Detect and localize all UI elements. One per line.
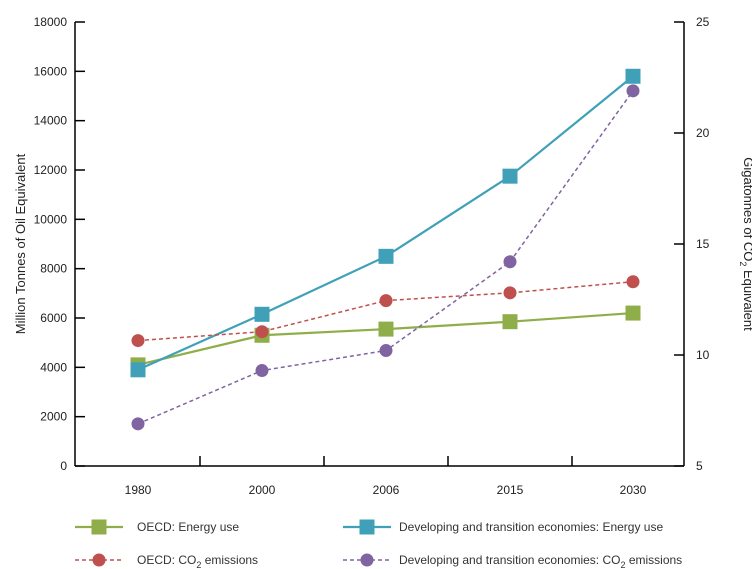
- right-tick-label: 25: [696, 15, 710, 29]
- series-dev_co2: [131, 84, 640, 431]
- left-tick-label: 10000: [34, 212, 68, 226]
- legend: OECD: Energy use OECD: CO2 emissions Devel…: [75, 519, 682, 569]
- data-point-oecd_co2: [131, 334, 145, 348]
- x-tick-label: 1980: [125, 483, 152, 497]
- left-axis-title: Million Tonnes of Oil Equivalent: [13, 153, 28, 334]
- right-axis-title-end: Equivalent: [741, 266, 752, 331]
- data-point-oecd_co2: [255, 325, 269, 339]
- right-tick-label: 5: [696, 459, 703, 473]
- right-axis-title-main: Gigatonnes of CO: [741, 157, 752, 261]
- data-point-oecd_energy: [625, 305, 641, 321]
- legend-item-dev_co2: Developing and transition economies: CO2…: [343, 553, 682, 569]
- legend-item-oecd_energy: OECD: Energy use: [75, 519, 239, 535]
- series-line-oecd_energy: [137, 311, 634, 366]
- left-tick-label: 12000: [34, 163, 68, 177]
- legend-marker: [359, 519, 375, 535]
- left-tick-label: 18000: [34, 15, 68, 29]
- right-axis-ticks: 5 10 15 20 25: [674, 15, 710, 473]
- data-point-dev_co2: [255, 364, 269, 378]
- x-tick-label: 2030: [620, 483, 647, 497]
- data-point-dev_energy: [502, 168, 518, 184]
- data-point-dev_co2: [626, 84, 640, 98]
- legend-marker: [92, 553, 106, 567]
- data-point-dev_co2: [503, 255, 517, 269]
- left-tick-label: 16000: [34, 64, 68, 78]
- left-tick-label: 4000: [40, 360, 67, 374]
- x-axis-ticks: 1980 2000 2006 2015 2030: [125, 456, 647, 497]
- legend-label: OECD: Energy use: [137, 520, 239, 534]
- data-point-dev_energy: [130, 362, 146, 378]
- right-tick-label: 20: [696, 126, 710, 140]
- legend-label: Developing and transition economies: Ene…: [399, 520, 663, 534]
- legend-label: Developing and transition economies: CO2…: [399, 553, 682, 569]
- data-point-oecd_co2: [379, 294, 393, 308]
- axes: [74, 22, 685, 467]
- right-axis-title-sub: 2: [738, 261, 748, 266]
- series-dev_energy: [130, 68, 641, 378]
- x-tick-label: 2000: [249, 483, 276, 497]
- left-tick-label: 8000: [40, 262, 67, 276]
- data-point-oecd_energy: [378, 321, 394, 337]
- series-oecd_co2: [131, 275, 640, 348]
- right-tick-label: 15: [696, 237, 710, 251]
- x-tick-label: 2015: [497, 483, 524, 497]
- data-point-dev_co2: [131, 417, 145, 431]
- left-tick-label: 14000: [34, 114, 68, 128]
- left-tick-label: 6000: [40, 311, 67, 325]
- data-point-oecd_energy: [502, 314, 518, 330]
- legend-marker: [91, 519, 107, 535]
- left-axis-ticks: 0 2000 4000 6000 8000 10000 12000 14000 16000 180…: [34, 15, 85, 473]
- data-point-dev_energy: [254, 306, 270, 322]
- x-tick-label: 2006: [373, 483, 400, 497]
- data-point-oecd_co2: [503, 286, 517, 300]
- legend-item-dev_energy: Developing and transition economies: Ene…: [343, 519, 663, 535]
- left-tick-label: 0: [60, 459, 67, 473]
- legend-label: OECD: CO2 emissions: [137, 553, 258, 569]
- legend-marker: [360, 553, 374, 567]
- right-axis-title: Gigatonnes of CO2 Equivalent: [738, 157, 752, 331]
- right-tick-label: 10: [696, 348, 710, 362]
- data-point-oecd_co2: [626, 275, 640, 289]
- data-point-dev_energy: [625, 68, 641, 84]
- data-point-dev_co2: [379, 344, 393, 358]
- data-point-dev_energy: [378, 248, 394, 264]
- legend-item-oecd_co2: OECD: CO2 emissions: [75, 553, 258, 569]
- left-tick-label: 2000: [40, 410, 67, 424]
- series: [130, 68, 641, 431]
